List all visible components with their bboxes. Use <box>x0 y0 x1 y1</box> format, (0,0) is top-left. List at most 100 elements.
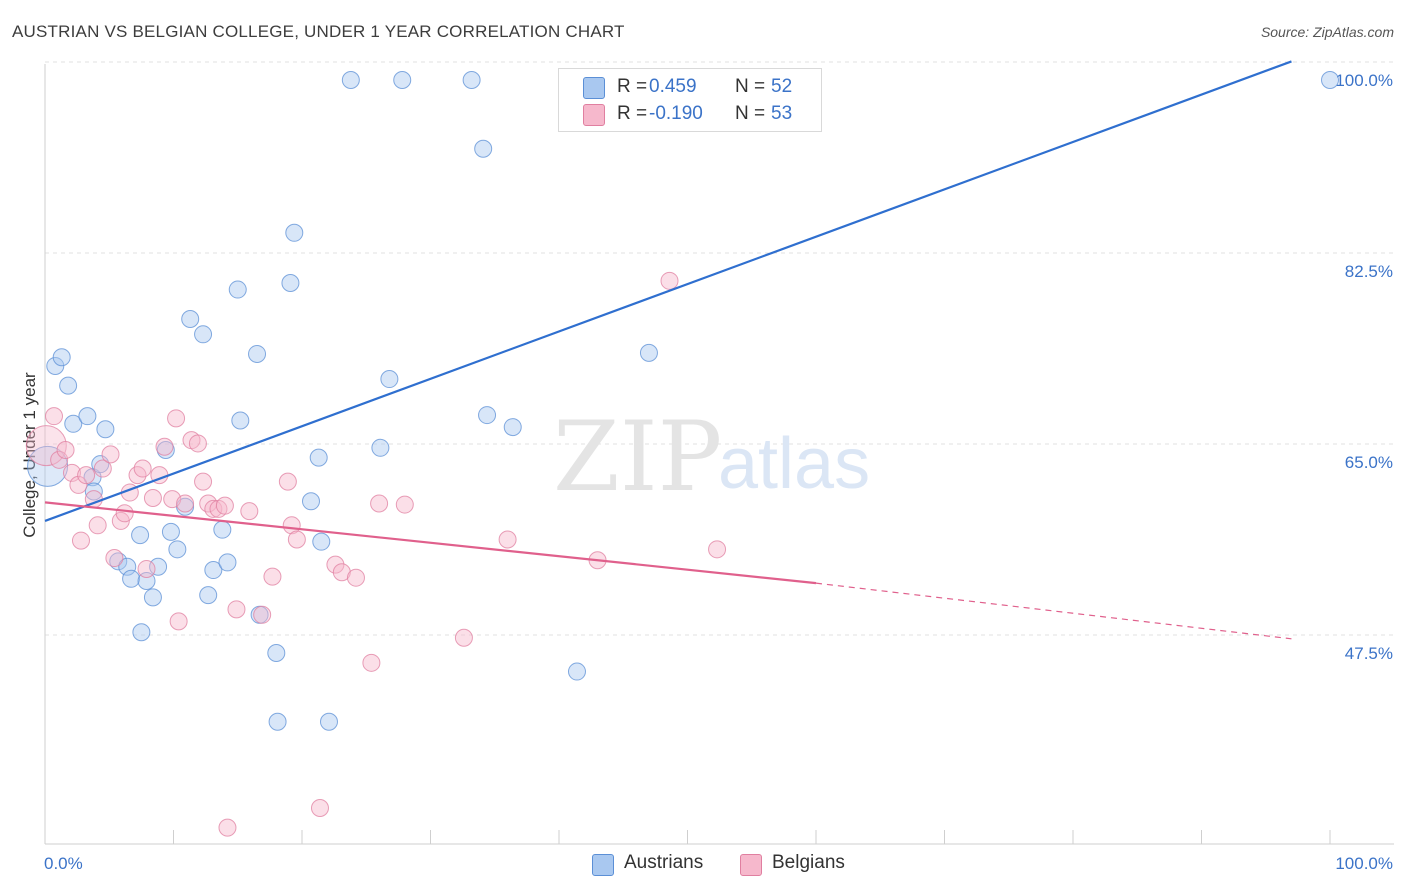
austrians-point-14 <box>132 623 151 642</box>
belgians-point-0 <box>25 425 67 467</box>
belgians-point-52 <box>708 540 727 559</box>
austrians-point-36 <box>301 492 320 511</box>
belgians-point-27 <box>188 434 207 453</box>
austrians-point-0 <box>27 445 69 487</box>
belgians-point-35 <box>240 502 259 521</box>
belgians-point-24 <box>169 612 188 631</box>
belgians-point-33 <box>218 818 237 837</box>
series-belgians <box>25 271 727 837</box>
belgians-point-28 <box>194 472 213 491</box>
austrians-point-44 <box>462 71 481 89</box>
belgians-point-37 <box>263 567 282 586</box>
belgians-point-48 <box>454 628 473 647</box>
y-axis-label: College, Under 1 year <box>20 372 39 538</box>
watermark-atlas: atlas <box>718 424 870 504</box>
austrians-point-12 <box>122 569 141 588</box>
belgians-legend-label: Belgians <box>772 852 845 873</box>
belgians-r-value: -0.190 <box>649 103 703 124</box>
belgians-point-14 <box>115 504 134 523</box>
austrians-point-9 <box>96 420 115 439</box>
austrians-point-17 <box>149 557 168 576</box>
belgians-r-label: R = <box>617 103 648 124</box>
y-tick-label-1: 65.0% <box>1345 453 1393 472</box>
belgians-point-38 <box>278 472 297 491</box>
y-tick-label-2: 82.5% <box>1345 262 1393 281</box>
austrians-point-40 <box>341 71 360 89</box>
belgians-trend-line <box>44 501 817 585</box>
austrians-point-3 <box>59 376 78 395</box>
belgians-point-12 <box>105 549 124 568</box>
belgians-point-6 <box>71 531 90 550</box>
belgians-point-17 <box>133 459 152 478</box>
austrians-point-5 <box>78 407 97 426</box>
belgians-swatch <box>583 104 605 126</box>
belgians-point-32 <box>215 496 234 515</box>
belgians-point-30 <box>204 499 223 518</box>
austrians-point-13 <box>131 526 150 545</box>
austrians-point-30 <box>248 344 267 363</box>
source-label: Source: ZipAtlas.com <box>1260 24 1394 40</box>
belgians-point-23 <box>167 409 186 428</box>
belgians-point-49 <box>498 530 517 549</box>
austrians-point-16 <box>143 588 162 607</box>
belgians-point-1 <box>44 407 63 426</box>
belgians-point-51 <box>660 271 679 290</box>
austrians-legend-label: Austrians <box>624 852 704 873</box>
series-austrians <box>27 71 1339 731</box>
belgians-point-10 <box>93 459 112 478</box>
austrians-point-50 <box>639 343 658 362</box>
austrians-point-20 <box>168 540 187 559</box>
austrians-n-label: N = <box>735 76 766 97</box>
austrians-point-26 <box>213 520 232 539</box>
belgians-point-44 <box>346 568 365 587</box>
austrians-point-51 <box>1321 71 1339 89</box>
austrians-r-label: R = <box>617 76 648 97</box>
austrians-point-4 <box>64 414 83 433</box>
axes <box>44 64 1394 845</box>
watermark-zip: ZIP <box>553 401 722 513</box>
austrians-point-34 <box>281 274 300 293</box>
austrians-trend-line <box>44 60 1292 522</box>
x-tick-labels: 0.0% 100.0% <box>44 854 1393 873</box>
belgians-legend-swatch <box>740 854 762 876</box>
austrians-swatch <box>583 77 605 99</box>
austrians-point-38 <box>312 532 331 551</box>
austrians-point-22 <box>181 310 200 329</box>
gridlines <box>45 61 1394 636</box>
austrians-point-19 <box>161 522 180 541</box>
austrians-point-29 <box>231 411 250 430</box>
austrians-point-41 <box>371 438 390 457</box>
belgians-point-3 <box>56 440 75 459</box>
austrians-point-46 <box>478 406 497 425</box>
belgians-point-46 <box>370 494 389 513</box>
austrians-point-39 <box>319 712 338 731</box>
austrians-point-2 <box>52 348 71 367</box>
belgians-point-45 <box>362 653 381 672</box>
y-tick-label-0: 47.5% <box>1345 644 1393 663</box>
belgians-trend-extension <box>815 582 1292 640</box>
chart-title: AUSTRIAN VS BELGIAN COLLEGE, UNDER 1 YEA… <box>12 22 625 41</box>
belgians-point-43 <box>332 563 351 582</box>
austrians-point-43 <box>393 71 412 89</box>
austrians-point-49 <box>567 662 586 681</box>
watermark: ZIP atlas <box>553 401 870 513</box>
austrians-point-23 <box>194 325 213 344</box>
belgians-point-18 <box>137 559 156 578</box>
austrians-point-24 <box>199 586 218 605</box>
belgians-n-label: N = <box>735 103 766 124</box>
austrians-point-7 <box>84 482 103 501</box>
austrians-legend-swatch <box>592 854 614 876</box>
correlation-legend: R = 0.459 N = 52 R = -0.190 N = 53 <box>558 68 822 132</box>
belgians-point-2 <box>50 450 69 469</box>
austrians-point-35 <box>285 223 304 242</box>
austrians-point-11 <box>118 557 137 576</box>
austrians-point-45 <box>474 139 493 158</box>
belgians-point-7 <box>77 466 96 485</box>
y-tick-labels: 47.5% 65.0% 82.5% 100.0% <box>1335 71 1393 663</box>
x-tick-label-0: 0.0% <box>44 854 83 873</box>
x-tick-label-1: 100.0% <box>1335 854 1393 873</box>
belgians-point-41 <box>310 798 329 817</box>
belgians-point-21 <box>155 437 174 456</box>
austrians-point-37 <box>309 448 328 467</box>
